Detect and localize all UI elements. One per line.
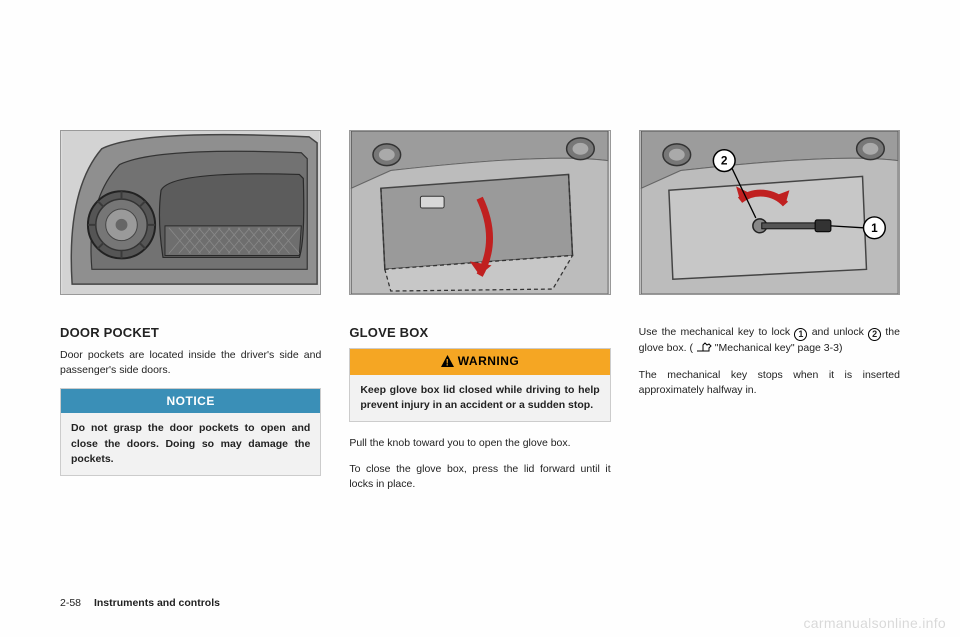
warning-box: ! WARNING Keep glove box lid closed whil… [349, 348, 610, 422]
svg-text:1: 1 [871, 221, 878, 235]
lock-paragraph-2: The mechanical key stops when it is inse… [639, 368, 900, 398]
notice-box: NOTICE Do not grasp the door pockets to … [60, 388, 321, 476]
page-number: 2-58 [60, 597, 81, 609]
warning-label-text: WARNING [458, 354, 520, 368]
watermark: carmanualsonline.info [804, 615, 947, 631]
glove-box-heading: GLOVE BOX [349, 325, 610, 340]
notice-label: NOTICE [61, 389, 320, 413]
callout-2-icon: 2 [868, 328, 881, 341]
door-pocket-illustration [60, 130, 321, 295]
warning-triangle-icon: ! [441, 355, 454, 370]
callout-1-icon: 1 [794, 328, 807, 341]
page-content: DOOR POCKET Door pockets are located ins… [60, 130, 900, 502]
section-title: Instruments and controls [94, 597, 220, 609]
notice-body: Do not grasp the door pockets to open an… [61, 413, 320, 475]
glove-box-open-illustration [349, 130, 610, 295]
door-pocket-heading: DOOR POCKET [60, 325, 321, 340]
column-2: GLOVE BOX ! WARNING Keep glove box lid c… [349, 130, 610, 502]
p1-part-b: and unlock [812, 326, 868, 338]
glove-box-lock-illustration: 1 2 [639, 130, 900, 295]
column-3: 1 2 Use the mechanical key to lock 1 and… [639, 130, 900, 502]
warning-label: ! WARNING [350, 349, 609, 375]
glove-box-p2: To close the glove box, press the lid fo… [349, 462, 610, 492]
warning-body: Keep glove box lid closed while driving … [350, 375, 609, 421]
reference-hand-icon [696, 342, 712, 358]
page-footer: 2-58 Instruments and controls [60, 597, 220, 609]
glove-box-p1: Pull the knob toward you to open the glo… [349, 436, 610, 451]
svg-text:2: 2 [721, 154, 728, 168]
door-pocket-intro: Door pockets are located inside the driv… [60, 348, 321, 378]
p1-part-a: Use the mechanical key to lock [639, 326, 795, 338]
column-1: DOOR POCKET Door pockets are located ins… [60, 130, 321, 502]
three-column-layout: DOOR POCKET Door pockets are located ins… [60, 130, 900, 502]
lock-paragraph-1: Use the mechanical key to lock 1 and unl… [639, 325, 900, 358]
p1-part-d: "Mechanical key" page 3-3) [715, 342, 843, 354]
svg-text:!: ! [445, 358, 449, 368]
